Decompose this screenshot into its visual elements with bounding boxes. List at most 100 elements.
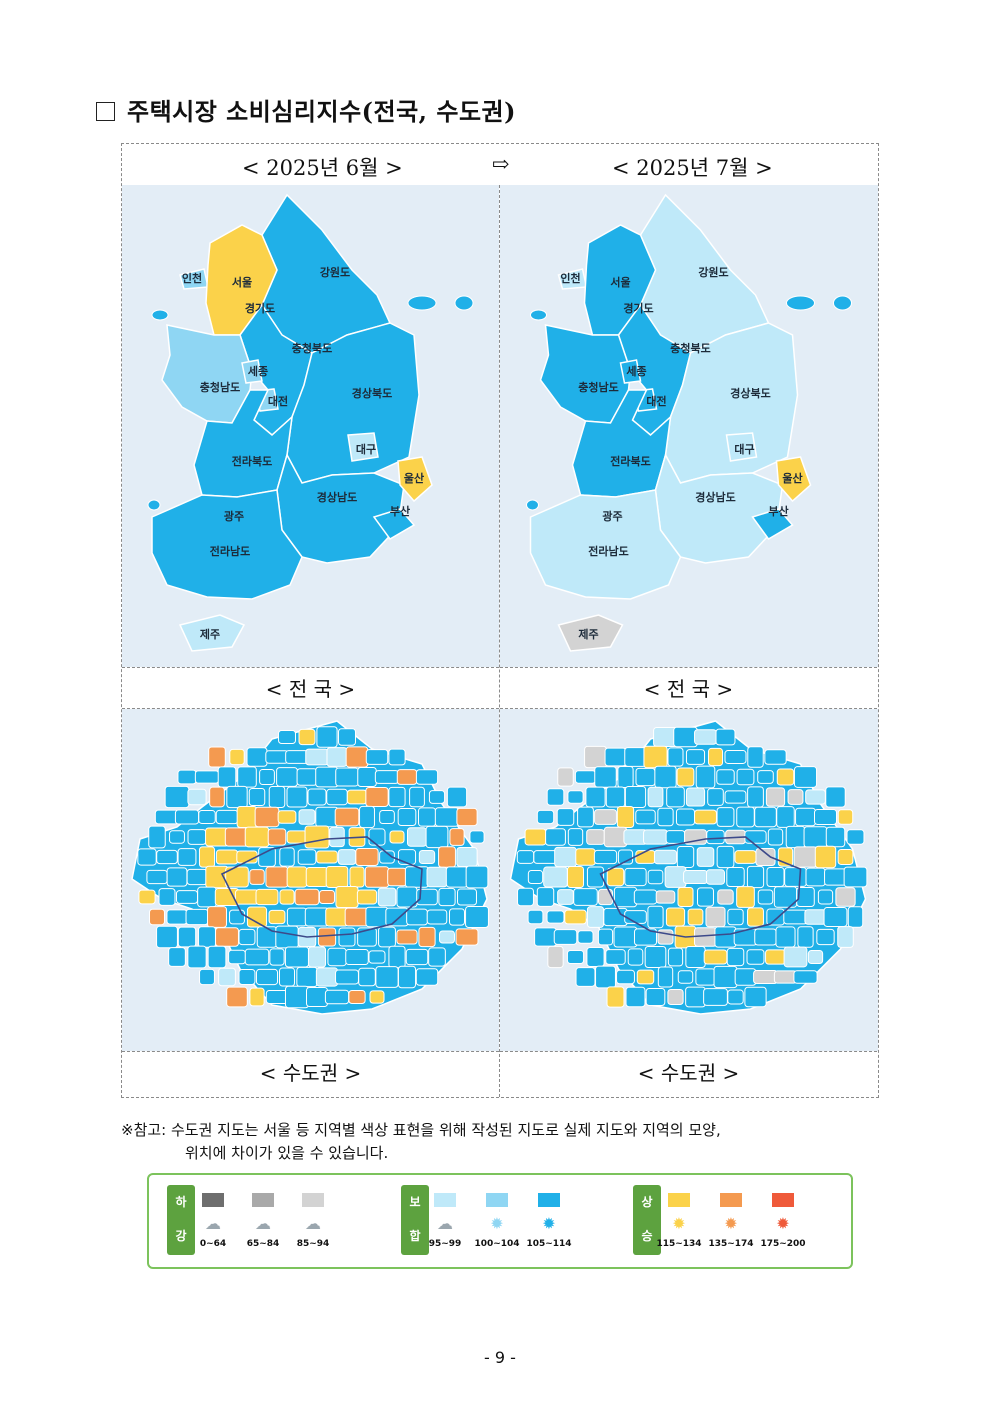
district-shape xyxy=(326,788,348,806)
district-shape xyxy=(667,947,684,967)
district-shape xyxy=(825,786,846,808)
district-shape xyxy=(713,965,738,989)
district-shape xyxy=(667,988,684,1006)
legend-range: 95~99 xyxy=(428,1239,462,1249)
district-shape xyxy=(787,789,804,805)
district-shape xyxy=(298,809,316,825)
label-seoul: 서울 xyxy=(232,275,252,289)
district-shape xyxy=(317,927,337,947)
district-shape xyxy=(716,845,735,869)
district-shape xyxy=(166,909,188,925)
district-shape xyxy=(438,846,456,868)
district-shape xyxy=(545,828,566,846)
district-shape xyxy=(624,785,647,809)
label-ulsan: 울산 xyxy=(782,471,802,485)
district-shape xyxy=(585,786,606,808)
district-shape xyxy=(734,850,757,864)
district-shape xyxy=(187,829,207,845)
label-gwangju: 광주 xyxy=(224,510,244,523)
island-shape xyxy=(147,499,161,511)
district-shape xyxy=(837,849,854,865)
district-shape xyxy=(793,846,818,868)
legend-swatch xyxy=(302,1193,324,1207)
region-daegu xyxy=(347,432,379,462)
district-shape xyxy=(286,786,308,808)
district-shape xyxy=(304,907,330,927)
district-shape xyxy=(345,746,369,768)
district-shape xyxy=(194,770,220,784)
district-shape xyxy=(825,826,846,848)
district-shape xyxy=(767,828,784,846)
district-shape xyxy=(268,785,286,809)
legend-range: 115~134 xyxy=(656,1239,702,1249)
district-shape xyxy=(177,926,197,948)
district-shape xyxy=(186,868,208,886)
storm-icon: ☁ xyxy=(205,1214,221,1233)
region-jeju xyxy=(557,614,624,652)
district-shape xyxy=(603,907,628,927)
district-shape xyxy=(564,909,587,925)
district-shape xyxy=(284,985,310,1009)
district-shape xyxy=(318,890,336,904)
label-jeonnam: 전라남도 xyxy=(210,544,250,558)
district-shape xyxy=(804,909,827,925)
sun-icon: ✹ xyxy=(776,1214,790,1233)
district-shape xyxy=(616,969,635,985)
district-shape xyxy=(278,967,296,987)
district-shape xyxy=(655,890,676,904)
district-shape xyxy=(516,850,535,864)
label-daejeon: 대전 xyxy=(646,394,666,408)
district-shape xyxy=(415,769,439,785)
district-shape xyxy=(654,765,677,789)
page-number: - 9 - xyxy=(484,1348,516,1367)
legend-range: 100~104 xyxy=(474,1239,520,1249)
label-daegu: 대구 xyxy=(356,442,376,456)
district-shape xyxy=(365,906,389,928)
district-shape xyxy=(199,968,215,986)
district-shape xyxy=(304,825,330,849)
legend-item: ☁ 85~94 xyxy=(283,1193,343,1249)
district-shape xyxy=(796,886,815,908)
district-shape xyxy=(164,785,190,809)
district-shape xyxy=(187,945,207,969)
district-shape xyxy=(724,790,747,804)
district-shape xyxy=(335,885,359,909)
district-shape xyxy=(416,888,438,906)
island-shape xyxy=(530,309,547,321)
district-shape xyxy=(396,929,418,945)
district-shape xyxy=(644,945,667,969)
district-shape xyxy=(146,869,168,885)
legend-item: ✹ 115~134 xyxy=(649,1193,709,1249)
district-shape xyxy=(793,970,818,984)
district-shape xyxy=(456,846,478,868)
district-shape xyxy=(717,889,734,905)
sun-icon: ✹ xyxy=(672,1214,686,1233)
district-shape xyxy=(269,948,285,966)
district-shape xyxy=(705,906,726,928)
district-shape xyxy=(379,809,395,825)
district-shape xyxy=(824,868,847,886)
district-shape xyxy=(246,747,268,767)
district-shape xyxy=(434,807,460,827)
district-shape xyxy=(556,808,575,826)
district-shape xyxy=(357,927,377,947)
district-shape xyxy=(567,790,584,804)
district-shape xyxy=(338,927,356,947)
district-shape xyxy=(358,967,376,987)
district-shape xyxy=(813,809,838,825)
region-jeonnam xyxy=(151,489,303,600)
label-jeju: 제주 xyxy=(578,627,598,641)
district-shape xyxy=(727,989,744,1005)
district-shape xyxy=(744,986,767,1008)
legend-swatch xyxy=(252,1193,274,1207)
district-shape xyxy=(577,806,594,828)
label-seoul: 서울 xyxy=(610,275,630,289)
district-shape xyxy=(174,809,200,825)
legend-item: ✹ 175~200 xyxy=(753,1193,813,1249)
island-shape xyxy=(833,295,852,311)
district-shape xyxy=(636,969,655,985)
district-shape xyxy=(754,806,777,828)
district-shape xyxy=(793,766,818,788)
district-shape xyxy=(726,947,745,967)
district-shape xyxy=(747,746,764,768)
